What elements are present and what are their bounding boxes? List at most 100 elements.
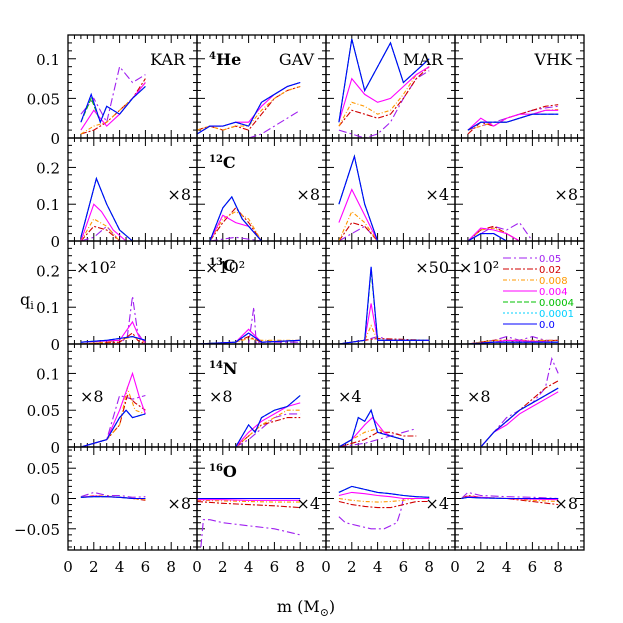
panel-r0-c0: KAR 0 0.05 0.1 — [27, 34, 198, 148]
y-tick-label: 0 — [50, 130, 60, 148]
series-line-z-0.0 — [461, 496, 559, 500]
series-line-z-0.008 — [480, 387, 559, 447]
series-line-z-0.05 — [209, 236, 262, 241]
series-line-z-0.004 — [80, 320, 146, 343]
scale-factor-label: ×4 — [425, 185, 449, 204]
series-line-z-0.02 — [197, 85, 301, 131]
series-line-z-0.008 — [235, 409, 301, 447]
y-tick-label: 0.05 — [27, 402, 60, 420]
series-line-z-0.0 — [467, 341, 559, 344]
series-line-z-0.02 — [80, 225, 120, 241]
panel-r2-c3: ×10² — [454, 240, 585, 345]
panel-series — [80, 296, 146, 344]
y-tick-label: 0.2 — [36, 159, 60, 177]
scale-factor-label: ×8 — [467, 387, 491, 406]
panel-r0-c3: VHK — [454, 34, 585, 139]
panel-ticks — [67, 447, 198, 550]
element-label: 12C — [209, 153, 236, 172]
panel-frame — [454, 446, 585, 551]
series-line-z-0.0 — [80, 496, 146, 500]
series-line-z-0.008 — [467, 339, 559, 344]
y-tick-label: 0.05 — [27, 90, 60, 108]
series-line-z-0.0 — [480, 387, 559, 447]
series-line-z-0.008 — [80, 386, 146, 447]
series-line-z-0.004 — [338, 416, 404, 447]
series-line-z-0.008 — [197, 499, 301, 503]
panel-ticks — [196, 447, 327, 550]
series-line-z-0.0 — [197, 81, 301, 135]
series-line-z-0.0004 — [209, 195, 262, 241]
series-line-z-0.008 — [197, 337, 301, 344]
panel-r3-c2: ×4 — [325, 343, 456, 448]
panel-series — [80, 371, 146, 447]
y-tick-label: 0 — [50, 439, 60, 457]
series-line-z-0.02 — [467, 104, 559, 135]
series-line-z-0.0 — [338, 154, 379, 241]
series-line-z-0.02 — [209, 207, 262, 241]
element-label: 4He — [209, 50, 241, 69]
scale-factor-label: ×8 — [554, 494, 578, 513]
series-line-z-0.02 — [338, 500, 430, 509]
column-label: KAR — [150, 50, 186, 69]
series-line-z-0.0004 — [80, 86, 146, 124]
series-line-z-0.004 — [235, 402, 301, 447]
series-line-z-0.008 — [338, 210, 379, 241]
panel-series — [209, 195, 262, 241]
x-axis-label: m (M⊙) — [277, 597, 335, 619]
series-line-z-0.004 — [338, 491, 430, 500]
series-line-z-0.02 — [80, 332, 146, 344]
panel-series — [80, 65, 146, 135]
panel-series — [80, 491, 146, 501]
series-line-z-0.0001 — [209, 195, 262, 241]
panel-series — [197, 81, 301, 138]
series-line-z-0.0 — [235, 395, 301, 447]
panel-r1-c1: 12C ×8 — [196, 137, 327, 242]
panel-r3-c3: ×8 — [454, 343, 585, 448]
x-tick-label: 4 — [373, 558, 383, 576]
scale-factor-label: ×10² — [76, 258, 116, 277]
element-label: 14N — [209, 359, 238, 378]
series-line-z-0.05 — [338, 428, 417, 447]
series-line-z-0.05 — [80, 491, 146, 498]
panel-r0-c1: GAV 4He — [196, 34, 327, 139]
y-tick-label: 0 — [50, 491, 60, 509]
panel-series — [467, 104, 559, 135]
series-line-z-0.05 — [338, 70, 430, 138]
x-tick-label: 2 — [347, 558, 357, 576]
panel-series — [467, 221, 533, 241]
series-line-z-0.05 — [80, 225, 121, 241]
series-line-z-0.05 — [248, 109, 301, 138]
x-tick-label: 8 — [295, 558, 305, 576]
panel-series — [338, 38, 430, 138]
y-tick-label: 0 — [50, 233, 60, 251]
panel-r4-c3: ×8 0 2 4 6 8 — [450, 446, 585, 576]
panel-series — [80, 176, 133, 241]
x-tick-label: 2 — [476, 558, 486, 576]
column-label: MAR — [403, 50, 444, 69]
panel-r3-c0: ×8 0 0.05 0.1 — [27, 343, 198, 457]
series-line-z-0.008 — [209, 210, 262, 241]
series-line-z-0.004 — [480, 391, 559, 447]
panel-ticks — [325, 240, 456, 345]
series-line-z-0.008 — [197, 85, 301, 131]
series-line-z-0.0001 — [338, 266, 430, 344]
y-tick-label: 0.1 — [36, 196, 60, 214]
series-line-z-0.004 — [338, 66, 430, 123]
series-line-z-0.0 — [197, 332, 301, 344]
series-line-z-0.004 — [467, 109, 559, 131]
y-tick-label: 0.1 — [36, 299, 60, 317]
series-line-z-0.0 — [80, 336, 146, 343]
series-line-z-0.02 — [197, 500, 301, 509]
panel-frame — [325, 240, 456, 345]
x-tick-label: 0 — [450, 558, 460, 576]
series-line-z-0.004 — [197, 499, 301, 501]
legend-label: 0.02 — [539, 265, 561, 276]
panel-series — [197, 497, 301, 548]
x-tick-label: 0 — [63, 558, 73, 576]
series-line-z-0.004 — [338, 303, 430, 344]
panel-ticks — [67, 240, 198, 345]
series-line-z-0.004 — [80, 82, 146, 131]
panel-series — [461, 491, 559, 506]
x-tick-label: 8 — [424, 558, 434, 576]
series-line-z-0.0004 — [480, 387, 559, 447]
